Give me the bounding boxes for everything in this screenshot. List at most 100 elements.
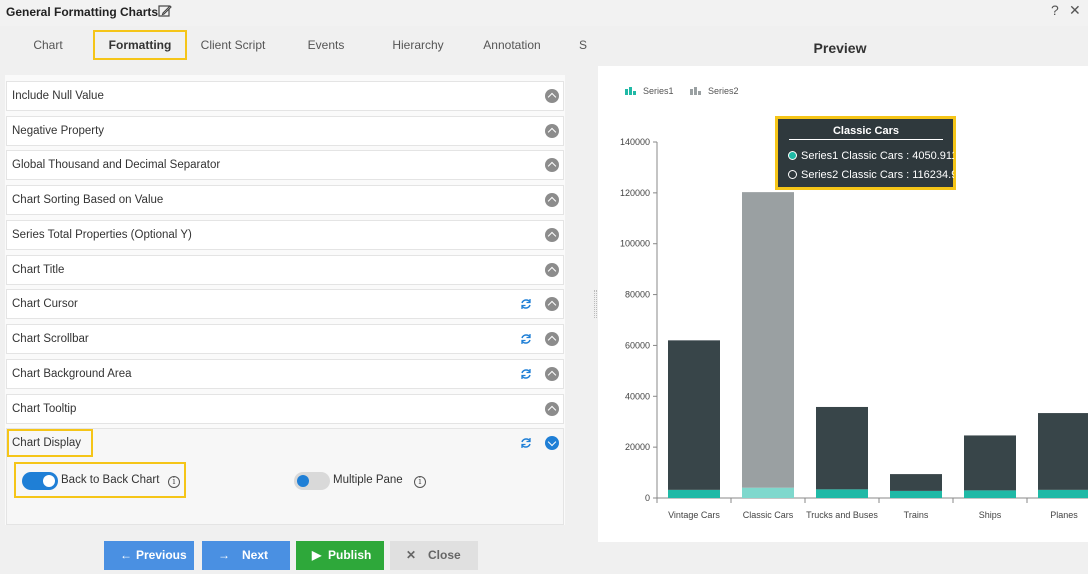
bar-series2 [742, 192, 794, 488]
panel-resize-handle[interactable] [594, 290, 597, 318]
accordion-label: Chart Scrollbar [12, 333, 89, 345]
info-icon[interactable]: i [168, 476, 180, 488]
chevron-up-icon[interactable] [545, 228, 559, 242]
accordion-include-null-value[interactable]: Include Null Value [6, 81, 564, 111]
tab-more[interactable]: S [578, 38, 587, 52]
tooltip-row: Series1 Classic Cars : 4050.911 [788, 150, 954, 162]
bar-series2 [964, 435, 1016, 491]
chevron-up-icon[interactable] [545, 367, 559, 381]
y-tick-label: 100000 [620, 239, 650, 249]
legend-swatch-icon [698, 91, 701, 95]
tooltip-row: Series2 Classic Cars : 116234.95 [788, 169, 954, 181]
bar-series2 [890, 474, 942, 491]
x-tick-label: Classic Cars [743, 510, 794, 520]
multiple-pane-label: Multiple Pane [333, 474, 403, 486]
help-icon[interactable]: ? [1051, 2, 1059, 18]
bar-series2 [816, 406, 868, 490]
multiple-pane-toggle[interactable] [294, 472, 330, 490]
accordion-chart-tooltip[interactable]: Chart Tooltip [6, 394, 564, 424]
info-icon[interactable]: i [414, 476, 426, 488]
chevron-up-icon[interactable] [545, 263, 559, 277]
chevron-up-icon[interactable] [545, 89, 559, 103]
legend-swatch-icon [629, 87, 632, 95]
series2-dot-icon [788, 170, 797, 179]
accordion-chart-sorting[interactable]: Chart Sorting Based on Value [6, 185, 564, 215]
accordion-chart-display[interactable]: Chart Display Back to Back Chart i Multi… [6, 428, 564, 525]
title-bar: General Formatting Charts ? ✕ [0, 0, 1088, 26]
bar-series1 [890, 490, 942, 498]
accordion-label: Chart Sorting Based on Value [12, 194, 164, 206]
tab-client-script[interactable]: Client Script [200, 38, 266, 52]
accordion-global-separator[interactable]: Global Thousand and Decimal Separator [6, 150, 564, 180]
close-x-icon: ✕ [406, 548, 417, 562]
close-icon[interactable]: ✕ [1069, 2, 1081, 18]
accordion-label: Chart Title [12, 264, 65, 276]
arrow-right-icon: → [218, 548, 230, 562]
bar-series2 [668, 340, 720, 490]
accordion-chart-scrollbar[interactable]: Chart Scrollbar [6, 324, 564, 354]
publish-button[interactable]: ▶ Publish [296, 541, 384, 570]
accordion-chart-background[interactable]: Chart Background Area [6, 359, 564, 389]
bar-series1 [1038, 489, 1088, 498]
refresh-icon[interactable] [519, 436, 533, 450]
y-tick-label: 80000 [625, 290, 650, 300]
accordion-label: Chart Cursor [12, 298, 78, 310]
accordion-negative-property[interactable]: Negative Property [6, 116, 564, 146]
tab-events[interactable]: Events [307, 38, 345, 52]
legend-swatch-icon [694, 87, 697, 95]
y-tick-label: 120000 [620, 188, 650, 198]
chevron-down-icon[interactable] [545, 436, 559, 450]
chevron-up-icon[interactable] [545, 332, 559, 346]
accordion-series-total[interactable]: Series Total Properties (Optional Y) [6, 220, 564, 250]
preview-chart: Series1 Series2 0 20000 40000 60000 80000 10000… [620, 86, 1088, 520]
x-tick-label: Vintage Cars [668, 510, 720, 520]
back-to-back-label: Back to Back Chart [61, 474, 160, 486]
formatting-panel: Include Null Value Negative Property Glo… [5, 75, 565, 525]
accordion-label: Negative Property [12, 125, 105, 137]
legend-swatch-icon [625, 89, 628, 95]
accordion-label: Global Thousand and Decimal Separator [12, 159, 221, 171]
accordion-chart-title[interactable]: Chart Title [6, 255, 564, 285]
chevron-up-icon[interactable] [545, 124, 559, 138]
tab-chart[interactable]: Chart [33, 38, 63, 52]
tab-hierarchy[interactable]: Hierarchy [392, 38, 444, 52]
bar-series2 [1038, 413, 1088, 490]
chevron-up-icon[interactable] [545, 193, 559, 207]
refresh-icon[interactable] [519, 332, 533, 346]
x-tick-label: Trucks and Buses [806, 510, 878, 520]
accordion-label: Include Null Value [12, 90, 104, 102]
edit-icon[interactable] [158, 4, 172, 18]
arrow-left-icon: ← [120, 548, 132, 562]
refresh-icon[interactable] [519, 297, 533, 311]
next-button[interactable]: → Next [202, 541, 290, 570]
chevron-up-icon[interactable] [545, 297, 559, 311]
chevron-up-icon[interactable] [545, 402, 559, 416]
chevron-up-icon[interactable] [545, 158, 559, 172]
chart-display-highlight [7, 429, 93, 457]
x-tick-label: Planes [1050, 510, 1078, 520]
y-tick-label: 20000 [625, 442, 650, 452]
accordion-label: Chart Background Area [12, 368, 132, 380]
legend-swatch-icon [633, 91, 636, 95]
tooltip-title: Classic Cars [789, 125, 943, 140]
legend-swatch-icon [690, 89, 693, 95]
tab-formatting[interactable]: Formatting [93, 30, 187, 60]
accordion-label: Chart Tooltip [12, 403, 77, 415]
refresh-icon[interactable] [519, 367, 533, 381]
preview-title: Preview [813, 40, 867, 56]
back-to-back-highlight [14, 462, 186, 498]
previous-button[interactable]: ← Previous [104, 541, 194, 570]
legend-label: Series1 [643, 86, 674, 96]
tab-bar: Chart Formatting Client Script Events Hi… [0, 30, 598, 62]
series1-dot-icon [788, 151, 797, 160]
y-tick-label: 60000 [625, 340, 650, 350]
close-button[interactable]: ✕ Close [390, 541, 478, 570]
accordion-label: Series Total Properties (Optional Y) [12, 229, 192, 241]
bar-series1 [816, 489, 868, 498]
tab-annotation[interactable]: Annotation [483, 38, 541, 52]
accordion-chart-cursor[interactable]: Chart Cursor [6, 289, 564, 319]
y-tick-label: 140000 [620, 137, 650, 147]
accordion-label: Chart Display [12, 437, 82, 449]
window-title: General Formatting Charts [6, 5, 159, 19]
back-to-back-toggle[interactable] [22, 472, 58, 490]
